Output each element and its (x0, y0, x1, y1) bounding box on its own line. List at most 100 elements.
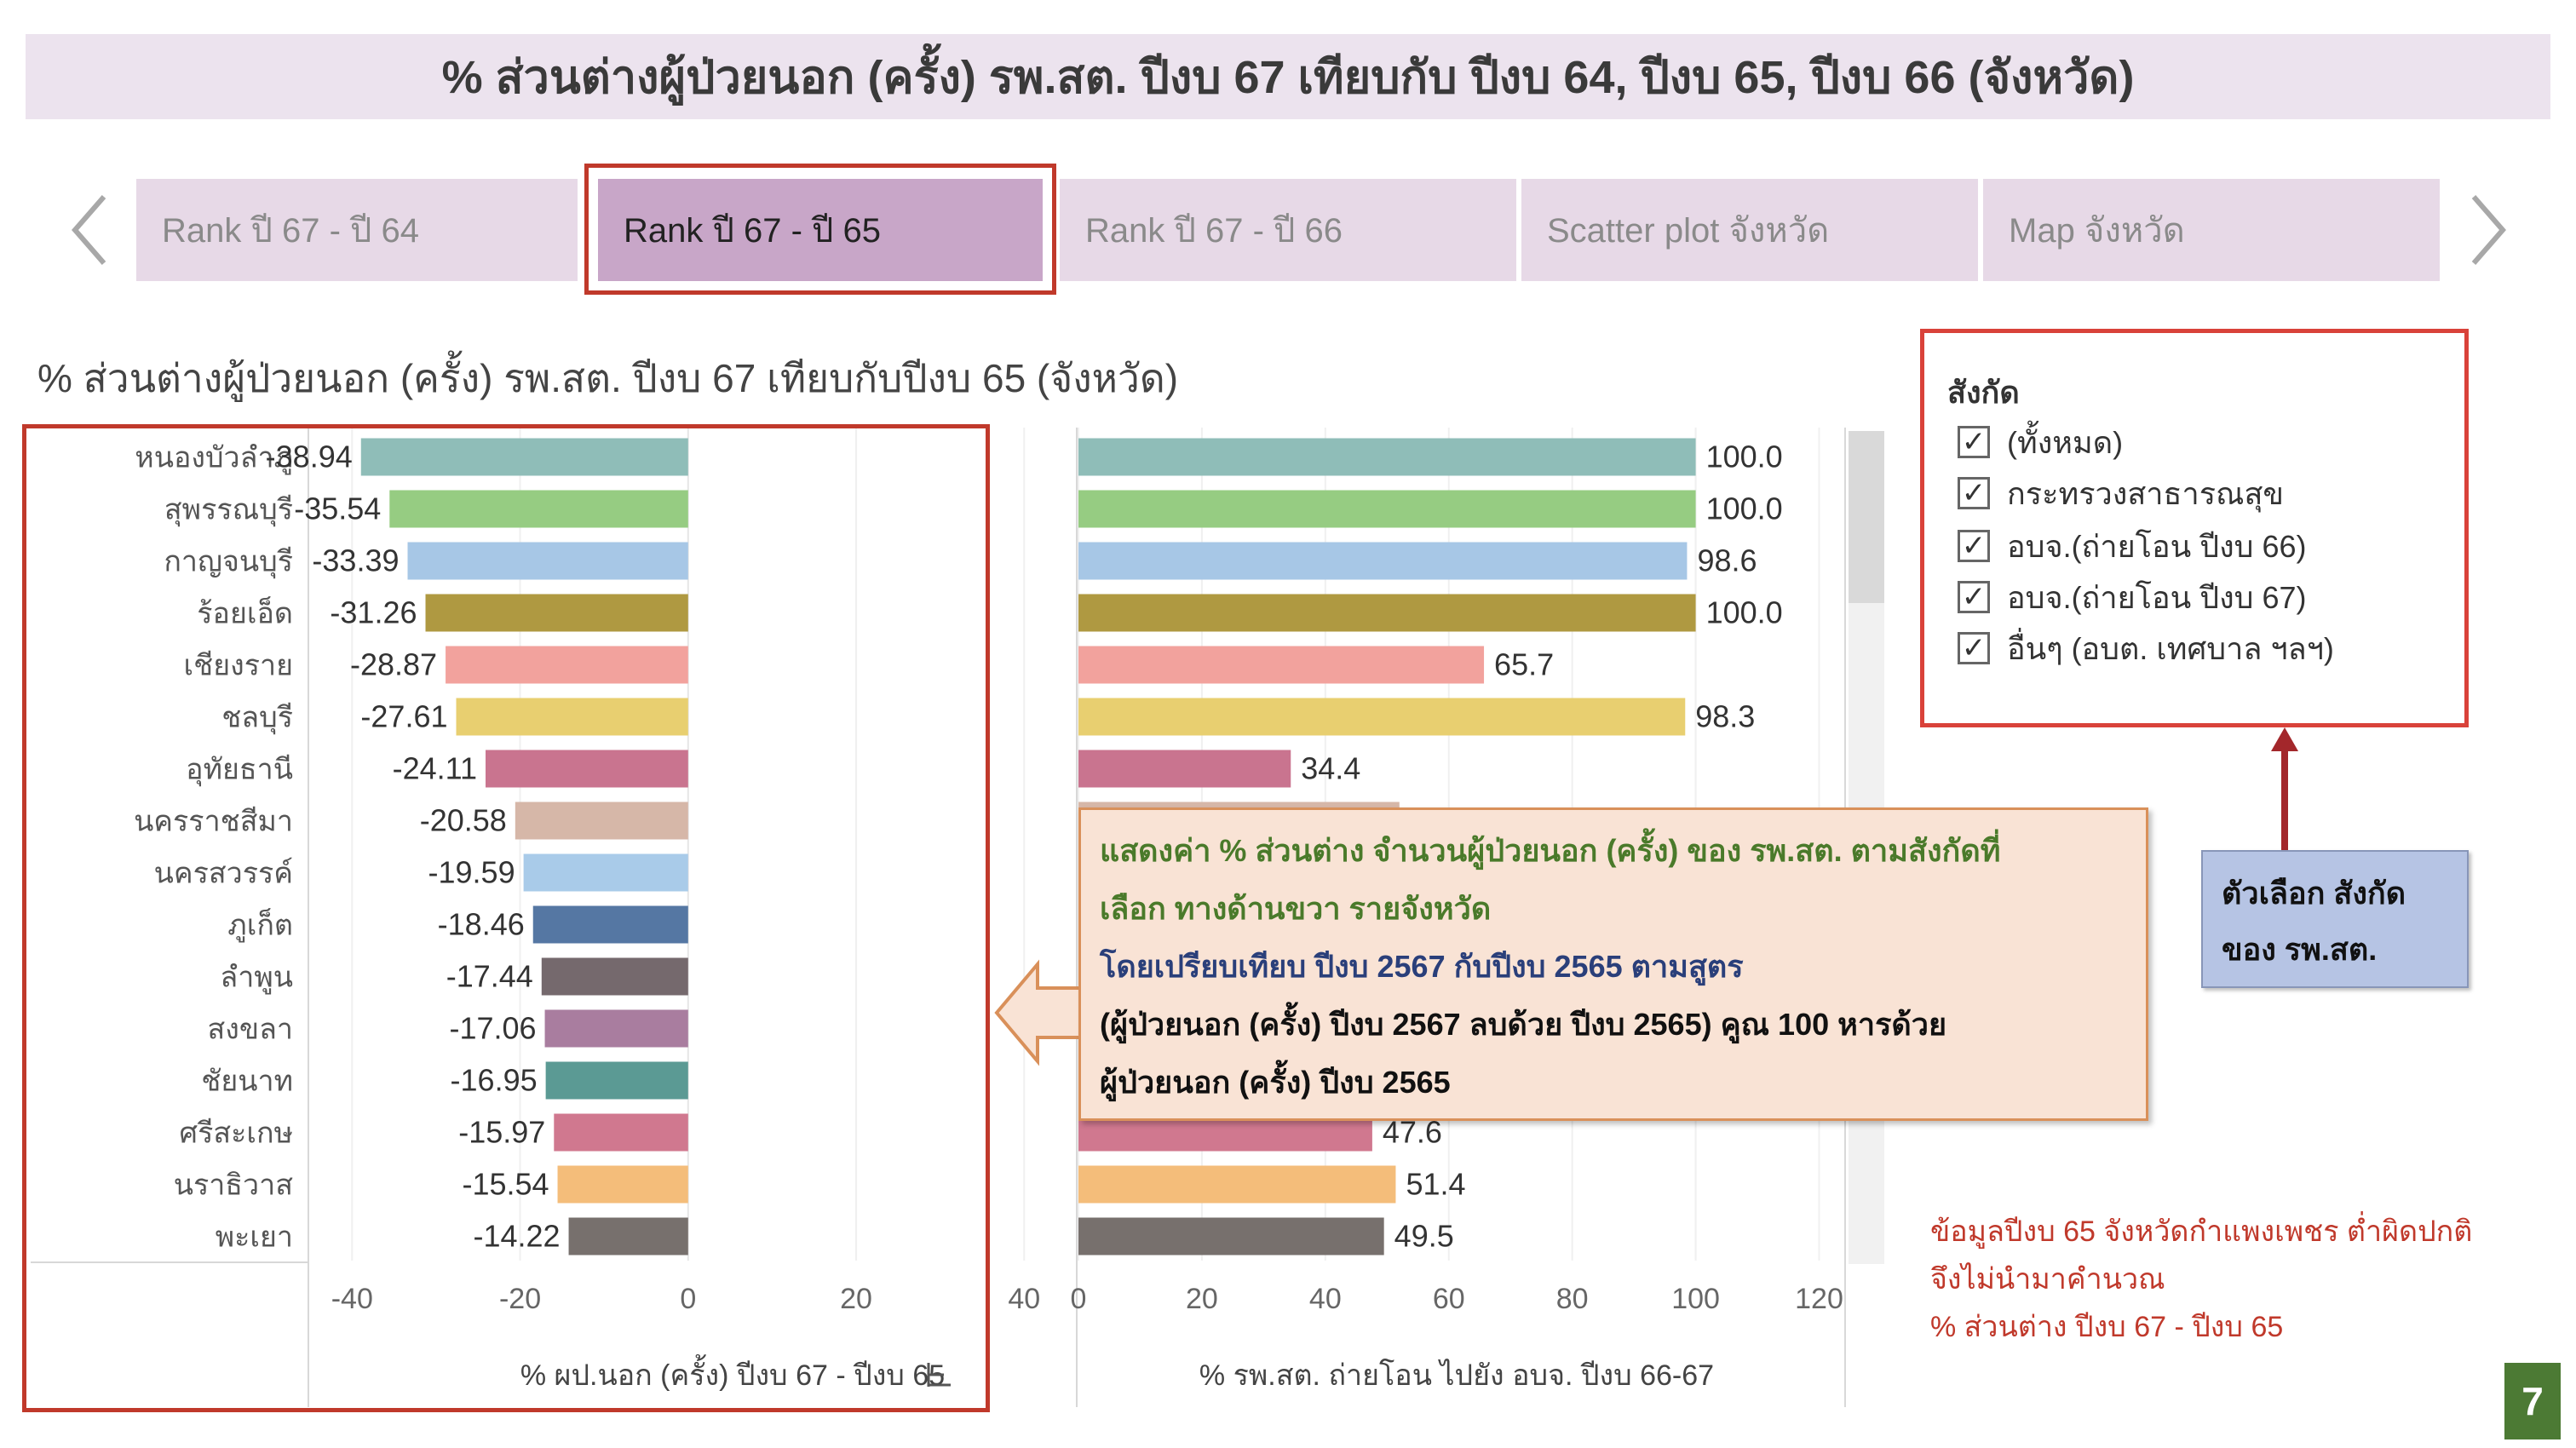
data-label: 98.6 (1697, 543, 1757, 578)
data-label: -33.39 (312, 543, 399, 578)
bar (554, 1113, 688, 1152)
bar (407, 542, 688, 580)
tab-map[interactable]: Map จังหวัด (1983, 179, 2440, 281)
category-label: นราธิวาส (174, 1169, 294, 1202)
bar (1078, 750, 1291, 788)
previous-arrow-icon[interactable] (65, 192, 116, 268)
category-label: พะเยา (216, 1221, 293, 1254)
page-number: 7 (2504, 1363, 2561, 1439)
category-label: สงขลา (207, 1014, 293, 1046)
bar (1078, 698, 1686, 736)
bar (1078, 542, 1688, 580)
bar (557, 1165, 688, 1204)
callout-line-1: แสดงค่า % ส่วนต่าง จำนวนผู้ป่วยนอก (ครั้… (1100, 833, 2001, 868)
filter-panel-highlight (1920, 329, 2469, 727)
data-label: 34.4 (1301, 751, 1360, 786)
data-label: 65.7 (1494, 647, 1554, 682)
tab-rank-67-66[interactable]: Rank ปี 67 - ปี 66 (1060, 179, 1516, 281)
bar (568, 1217, 688, 1256)
tab-scatter-plot[interactable]: Scatter plot จังหวัด (1521, 179, 1978, 281)
data-label: 98.3 (1695, 699, 1755, 734)
scrollbar-thumb (1849, 431, 1884, 603)
bar (515, 802, 688, 840)
x-axis-label: % รพ.สต. ถ่ายโอน ไปยัง อบจ. ปีงบ 66-67 (1199, 1359, 1714, 1392)
data-label: -15.54 (462, 1167, 549, 1202)
filter-note-box: ตัวเลือก สังกัด ของ รพ.สต. (2201, 850, 2469, 988)
data-label: -31.26 (330, 595, 417, 630)
filter-item-all[interactable]: ✓ (ทั้งหมด) (1958, 422, 2123, 462)
filter-item-pao-66[interactable]: ✓ อบจ.(ถ่ายโอน ปีงบ 66) (1958, 526, 2307, 566)
filter-label: (ทั้งหมด) (2007, 424, 2124, 460)
x-tick-label: 20 (1186, 1283, 1218, 1315)
bar (1078, 594, 1696, 632)
checkbox-checked-icon[interactable]: ✓ (1958, 632, 1990, 664)
data-label: -35.54 (294, 491, 381, 526)
note-line-1: ข้อมูลปีงบ 65 จังหวัดกำแพงเพชร ต่ำผิดปกต… (1930, 1215, 2473, 1248)
category-label: ศรีสะเกษ (180, 1118, 293, 1150)
bar (544, 1009, 688, 1048)
bar (1078, 646, 1485, 684)
filter-item-others[interactable]: ✓ อื่นๆ (อบต. เทศบาล ฯลฯ) (1958, 629, 2334, 668)
bar (389, 490, 688, 528)
tab-rank-67-64[interactable]: Rank ปี 67 - ปี 64 (136, 179, 578, 281)
note-line-3: % ส่วนต่าง ปีงบ 67 - ปีงบ 65 (1930, 1311, 2284, 1343)
bar (541, 957, 688, 996)
data-label: -28.87 (350, 647, 437, 682)
bar (1078, 490, 1696, 528)
x-tick-label: 40 (1008, 1283, 1040, 1315)
checkbox-checked-icon[interactable]: ✓ (1958, 581, 1990, 613)
bar (360, 438, 688, 476)
category-label: หนองบัวลำภู (135, 442, 293, 475)
category-label: ชัยนาท (201, 1066, 293, 1098)
data-label: 49.5 (1394, 1219, 1454, 1254)
x-tick-label: 0 (1071, 1283, 1087, 1315)
category-label: ชลบุรี (221, 702, 293, 735)
filter-note-line-1: ตัวเลือก สังกัด (2222, 876, 2406, 911)
data-label: -38.94 (266, 440, 353, 474)
data-label: 100.0 (1706, 491, 1783, 526)
data-label: -17.06 (449, 1011, 536, 1046)
filter-title: สังกัด (1947, 375, 2020, 410)
category-label: กาญจนบุรี (164, 546, 293, 579)
filter-item-pao-67[interactable]: ✓ อบจ.(ถ่ายโอน ปีงบ 67) (1958, 577, 2307, 617)
bar (1078, 1165, 1396, 1204)
tab-rank-67-65[interactable]: Rank ปี 67 - ปี 65 (598, 179, 1043, 281)
data-note: ข้อมูลปีงบ 65 จังหวัดกำแพงเพชร ต่ำผิดปกต… (1930, 1208, 2544, 1351)
bar (1078, 1217, 1384, 1256)
checkbox-checked-icon[interactable]: ✓ (1958, 530, 1990, 562)
data-label: -27.61 (360, 699, 447, 734)
category-label: สุพรรณบุรี (164, 494, 293, 527)
note-line-2: จึงไม่นำมาคำนวณ (1930, 1263, 2165, 1296)
checkbox-checked-icon[interactable]: ✓ (1958, 426, 1990, 458)
data-label: -14.22 (473, 1219, 560, 1254)
category-label: นครสวรรค์ (154, 858, 293, 890)
category-label: ลำพูน (220, 962, 293, 995)
filter-label: อื่นๆ (อบต. เทศบาล ฯลฯ) (2007, 630, 2334, 666)
data-label: -20.58 (420, 803, 507, 838)
chart-title: % ส่วนต่างผู้ป่วยนอก (ครั้ง) รพ.สต. ปีงบ… (37, 356, 1179, 400)
filter-note-line-2: ของ รพ.สต. (2222, 932, 2378, 967)
data-label: 51.4 (1406, 1167, 1465, 1202)
page-title: % ส่วนต่างผู้ป่วยนอก (ครั้ง) รพ.สต. ปีงบ… (26, 34, 2550, 119)
data-label: -16.95 (451, 1063, 538, 1098)
bar (446, 646, 688, 684)
sort-icon (927, 1363, 951, 1387)
left-chart-highlight (22, 424, 990, 1412)
filter-label: อบจ.(ถ่ายโอน ปีงบ 66) (2007, 528, 2307, 564)
data-label: -18.46 (438, 907, 525, 942)
bar (523, 853, 688, 892)
filter-item-moph[interactable]: ✓ กระทรวงสาธารณสุข (1958, 474, 2284, 513)
data-label: 100.0 (1706, 440, 1783, 474)
active-tab-highlight (584, 164, 1056, 295)
filter-label: อบจ.(ถ่ายโอน ปีงบ 67) (2007, 579, 2307, 615)
x-tick-label: 0 (680, 1283, 696, 1315)
callout-line-3: โดยเปรียบเทียบ ปีงบ 2567 กับปีงบ 2565 ตา… (1100, 949, 1744, 984)
x-tick-label: -20 (499, 1283, 541, 1315)
callout-line-4: (ผู้ป่วยนอก (ครั้ง) ปีงบ 2567 ลบด้วย ปีง… (1100, 1007, 1947, 1042)
checkbox-checked-icon[interactable]: ✓ (1958, 477, 1990, 509)
callout-arrow-icon (994, 959, 1082, 1066)
data-label: -19.59 (428, 855, 515, 890)
category-label: เชียงราย (184, 650, 294, 682)
x-tick-label: 80 (1556, 1283, 1589, 1315)
next-arrow-icon[interactable] (2462, 192, 2513, 268)
